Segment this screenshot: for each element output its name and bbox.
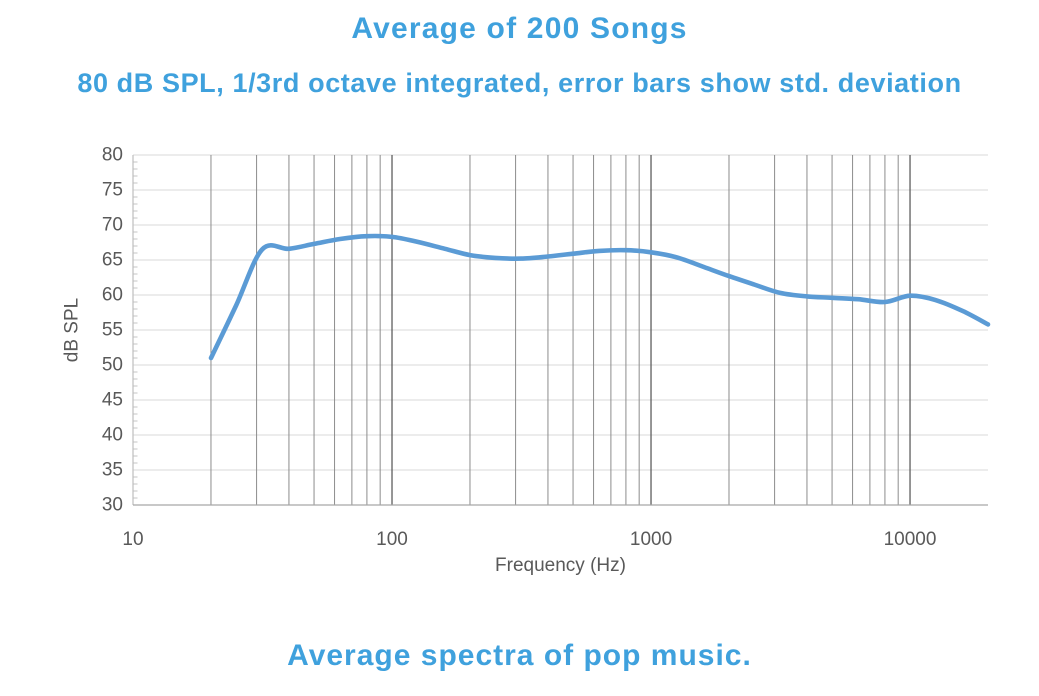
y-tick-label: 40 — [102, 425, 123, 446]
x-tick-label: 1000 — [630, 529, 672, 550]
average-spectrum-line — [208, 233, 991, 361]
y-tick-label: 70 — [102, 215, 123, 236]
x-axis-title: Frequency (Hz) — [495, 555, 626, 576]
x-tick-label: 10 — [122, 529, 143, 550]
chart-title: Average of 200 Songs — [351, 12, 688, 45]
y-axis-title: dB SPL — [62, 298, 83, 362]
y-tick-label: 80 — [102, 145, 123, 166]
y-tick-label: 50 — [102, 355, 123, 376]
x-tick-label: 100 — [376, 529, 408, 550]
y-tick-label: 60 — [102, 285, 123, 306]
x-tick-label: 10000 — [884, 529, 937, 550]
y-tick-label: 55 — [102, 320, 123, 341]
y-tick-label: 45 — [102, 390, 123, 411]
y-tick-label: 65 — [102, 250, 123, 271]
figure-caption: Average spectra of pop music. — [287, 639, 752, 672]
chart-subtitle: 80 dB SPL, 1/3rd octave integrated, erro… — [77, 68, 962, 98]
y-tick-label: 30 — [102, 495, 123, 516]
y-tick-label: 75 — [102, 180, 123, 201]
y-tick-label: 35 — [102, 460, 123, 481]
